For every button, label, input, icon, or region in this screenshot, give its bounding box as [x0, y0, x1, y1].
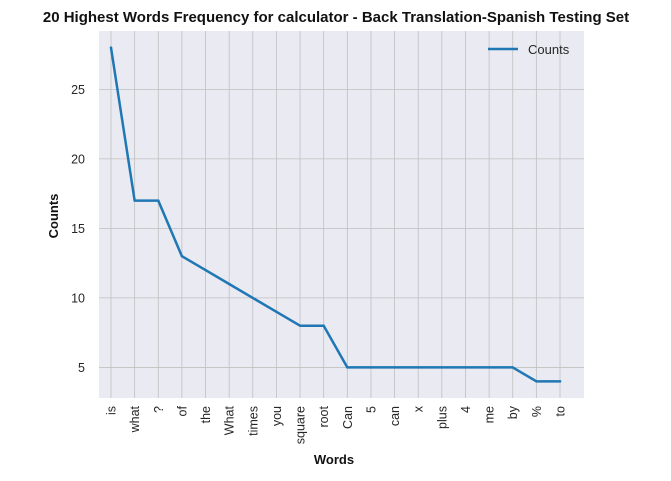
plot-area	[99, 31, 584, 398]
data-point	[275, 310, 278, 314]
x-tick-label: me	[483, 406, 497, 423]
x-tick-label: by	[506, 405, 520, 419]
legend: Counts	[488, 42, 570, 57]
data-point	[109, 46, 113, 49]
x-tick-label: is	[105, 406, 119, 415]
series-line-counts	[109, 46, 562, 383]
data-point	[535, 380, 538, 383]
data-point	[558, 380, 562, 383]
data-point	[133, 199, 136, 202]
data-point	[322, 324, 325, 327]
x-tick-label: ?	[152, 406, 166, 413]
x-tick-label: Can	[341, 406, 355, 429]
x-tick-label: 5	[364, 406, 378, 413]
x-tick-label: what	[128, 405, 142, 433]
x-tick-label: times	[246, 406, 260, 436]
data-point	[417, 366, 420, 369]
data-point	[511, 366, 514, 369]
y-tick-label: 25	[71, 83, 85, 97]
x-tick-label: plus	[435, 406, 449, 429]
x-tick-label: the	[199, 406, 213, 423]
data-point	[180, 255, 184, 258]
y-tick-label: 15	[71, 222, 85, 236]
y-axis-label: Counts	[46, 194, 61, 239]
x-tick-label: 4	[459, 406, 473, 413]
x-tick-label: %	[530, 406, 544, 417]
x-tick-label: x	[412, 405, 426, 412]
data-point	[369, 366, 373, 369]
x-axis-label: Words	[314, 452, 354, 467]
data-point	[393, 366, 396, 369]
x-tick-label: root	[317, 405, 331, 427]
chart-title: 20 Highest Words Frequency for calculato…	[43, 9, 629, 26]
y-tick-label: 20	[71, 152, 85, 166]
x-tick-label: to	[554, 406, 568, 416]
data-point	[464, 366, 467, 369]
y-tick-label: 10	[71, 291, 85, 305]
y-axis-ticks: 5 10 15 20 25	[71, 83, 85, 375]
series-layer	[109, 46, 562, 383]
data-point	[487, 366, 491, 369]
legend-label: Counts	[528, 42, 570, 57]
x-tick-label: What	[223, 405, 237, 435]
x-tick-label: you	[270, 406, 284, 426]
data-point	[298, 324, 302, 327]
data-point	[204, 268, 207, 272]
x-axis-ticks: is what? of the What times you square root Can 5 ca…	[105, 405, 568, 444]
grid	[99, 31, 584, 398]
x-tick-label: of	[175, 405, 189, 416]
y-tick-label: 5	[78, 361, 85, 375]
x-tick-label: square	[294, 406, 308, 444]
x-tick-label: can	[388, 406, 402, 426]
data-point	[346, 366, 349, 369]
data-point	[251, 296, 254, 300]
data-point	[227, 282, 231, 286]
data-point	[157, 199, 160, 202]
data-point	[440, 366, 444, 369]
